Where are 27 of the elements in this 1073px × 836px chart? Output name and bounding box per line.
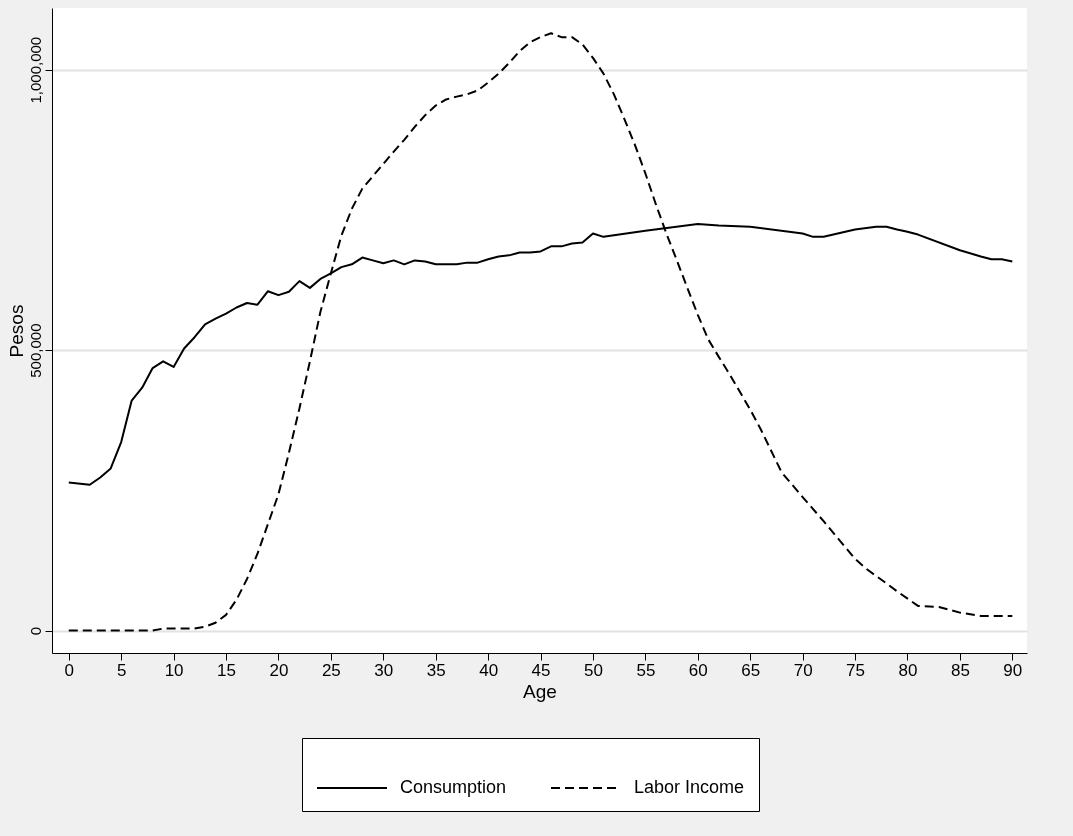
x-tick-label: 90 [1003, 660, 1023, 680]
x-tick-label: 5 [116, 660, 127, 680]
y-axis-title: Pesos [5, 304, 27, 358]
y-tick-label: 1,000,000 [26, 36, 44, 104]
x-tick-label: 35 [426, 660, 446, 680]
x-tick-label: 65 [741, 660, 761, 680]
x-tick-label: 45 [531, 660, 551, 680]
x-tick-label: 80 [898, 660, 918, 680]
x-tick-label: 25 [321, 660, 341, 680]
x-tick-label: 20 [269, 660, 289, 680]
x-tick-label: 40 [479, 660, 499, 680]
x-tick-label: 50 [584, 660, 603, 680]
legend-label: Labor Income [634, 777, 745, 797]
x-tick-label: 0 [64, 660, 75, 680]
line-series [67, 32, 1014, 632]
x-axis-title: Age [523, 680, 557, 702]
x-tick-label: 15 [217, 660, 236, 680]
y-tick-label: 0 [26, 626, 44, 636]
x-tick-label: 60 [688, 660, 708, 680]
x-tick-label: 55 [636, 660, 656, 680]
x-tick-label: 85 [950, 660, 970, 680]
x-tick-label: 10 [164, 660, 184, 680]
legend-label: Consumption [400, 777, 507, 797]
x-tick-label: 30 [374, 660, 394, 680]
x-tick-label: 75 [846, 660, 866, 680]
y-tick-label: 500,000 [26, 323, 44, 378]
x-tick-label: 70 [793, 660, 813, 680]
